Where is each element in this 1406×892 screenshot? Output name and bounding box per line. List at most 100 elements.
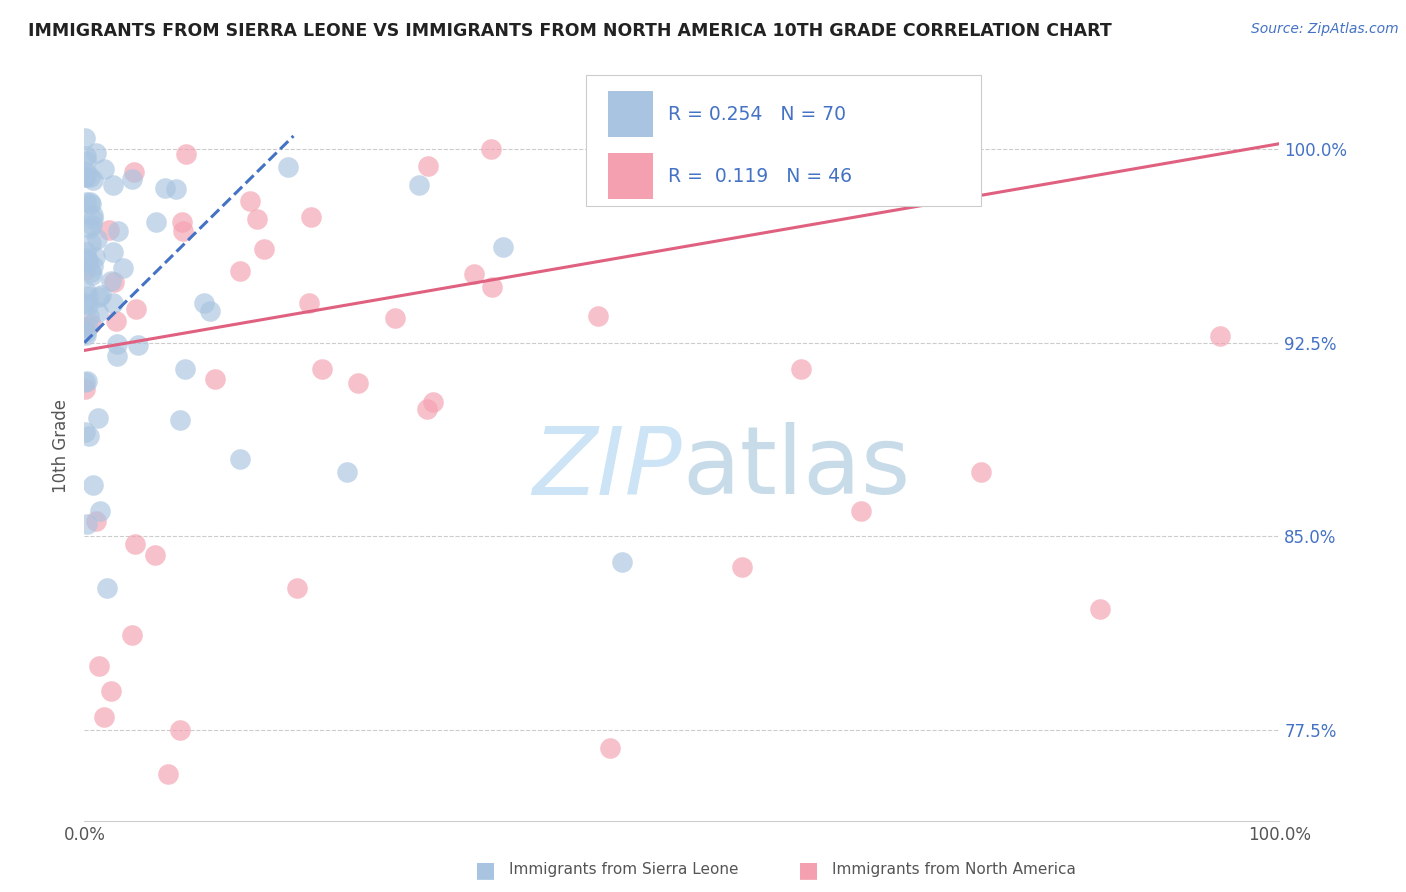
Point [82,477,104,491]
Point [93,162,115,177]
Point [82,259,104,273]
Text: ■: ■ [799,860,818,880]
Text: atlas: atlas [682,423,910,515]
Point [229,451,252,466]
Point [75,194,97,209]
Point [87,305,110,319]
Text: Immigrants from North America: Immigrants from North America [832,863,1076,877]
Point [169,413,191,427]
Point [90,288,112,302]
Point [1209,328,1232,343]
Point [75,382,97,396]
Point [408,178,430,192]
Point [416,159,439,173]
FancyBboxPatch shape [607,153,654,200]
Point [73,319,96,334]
Point [75,149,97,163]
Point [84,250,107,264]
Point [80,265,103,279]
Point [229,264,252,278]
Point [79,220,101,235]
Point [75,153,97,168]
Point [176,147,198,161]
Point [73,263,96,277]
Point [790,362,813,376]
FancyBboxPatch shape [586,75,981,206]
Point [165,182,187,196]
Point [76,253,98,268]
Point [76,252,98,267]
Point [76,298,98,312]
Point [599,741,621,756]
Point [204,372,226,386]
Point [105,349,128,363]
Point [174,362,197,376]
Point [82,218,104,232]
Text: R =  0.119   N = 46: R = 0.119 N = 46 [668,167,852,186]
Point [481,279,503,293]
Point [479,142,502,156]
Point [105,337,128,351]
Point [76,375,98,389]
Point [80,235,103,250]
Y-axis label: 10th Grade: 10th Grade [52,399,70,493]
Point [169,723,191,738]
Point [347,376,370,390]
Point [73,251,96,265]
Point [98,223,121,237]
Point [1090,601,1112,615]
Point [112,260,135,275]
Point [82,208,104,222]
Point [104,313,127,327]
Text: R = 0.254   N = 70: R = 0.254 N = 70 [668,104,845,124]
Text: ZIP: ZIP [533,423,682,514]
Point [93,710,115,724]
Text: Immigrants from Sierra Leone: Immigrants from Sierra Leone [509,863,738,877]
Point [73,296,96,310]
Point [75,325,97,339]
Point [731,560,754,574]
Point [86,232,108,246]
Point [80,317,103,331]
Point [89,503,111,517]
Text: Source: ZipAtlas.com: Source: ZipAtlas.com [1251,22,1399,37]
Point [311,362,333,376]
Point [193,296,215,310]
Text: ■: ■ [475,860,495,880]
Point [75,285,97,299]
Point [285,581,308,595]
Point [101,178,124,192]
Point [84,145,107,160]
Point [970,465,993,479]
Point [73,170,96,185]
Point [198,304,221,318]
Point [277,160,299,174]
Point [77,309,100,323]
Point [77,429,100,443]
Point [76,319,98,334]
Point [612,555,634,569]
Point [246,211,269,226]
Point [89,658,111,673]
Point [73,376,96,390]
Point [82,173,104,187]
Point [101,244,124,259]
Point [79,170,101,185]
Point [107,224,129,238]
FancyBboxPatch shape [607,91,654,137]
Point [172,215,194,229]
Point [101,296,124,310]
Point [121,172,143,186]
Point [73,131,96,145]
Point [100,684,122,698]
Point [127,337,149,351]
Point [80,197,103,211]
Point [239,194,262,208]
Point [336,465,359,479]
Point [145,215,167,229]
Point [79,194,101,209]
Point [96,581,118,595]
Point [851,503,873,517]
Point [422,395,444,409]
Point [103,275,125,289]
